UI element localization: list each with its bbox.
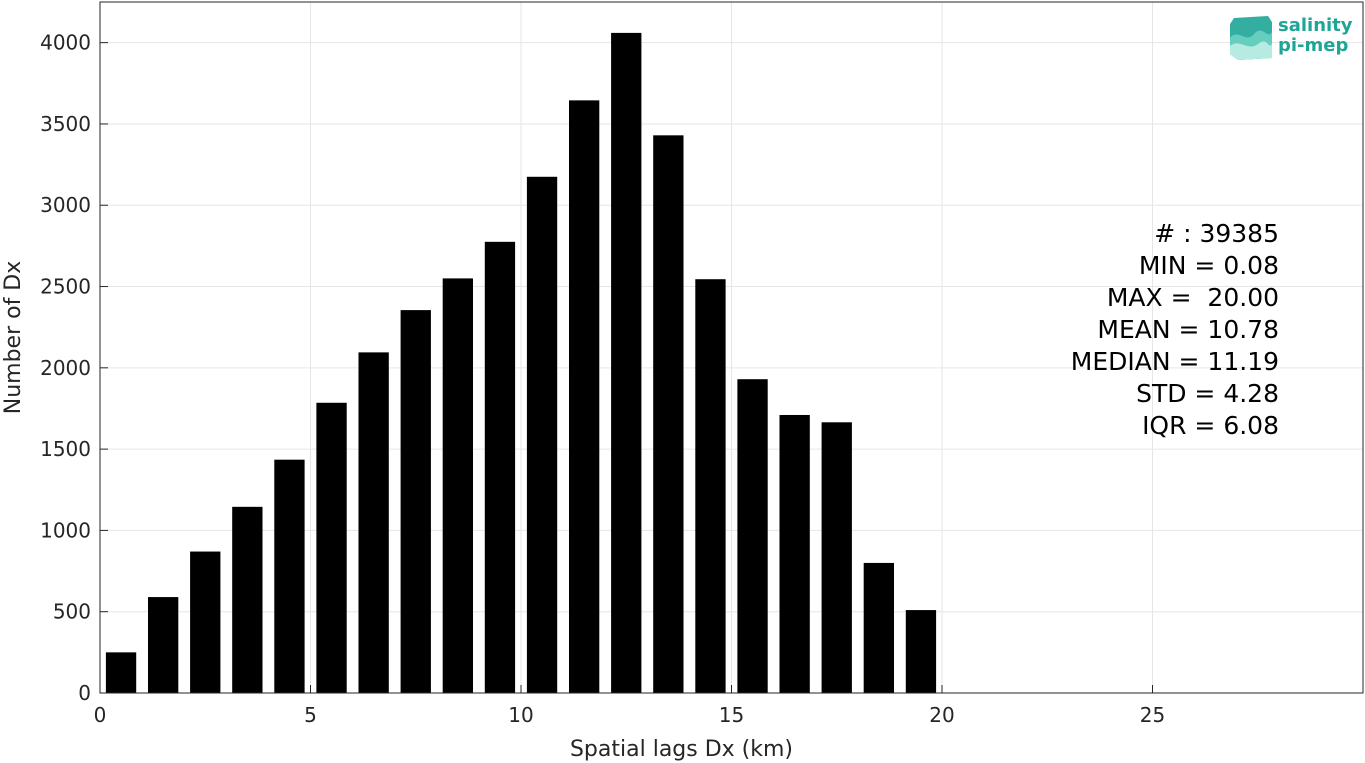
histogram-bar [274,459,305,693]
y-axis-title: Number of Dx [1,261,26,415]
histogram-bar [863,562,895,693]
histogram-bar [316,402,347,693]
x-tick-label: 20 [929,703,954,727]
stat-median: MEDIAN = 11.19 [1070,347,1279,376]
stat-count: # : 39385 [1154,219,1279,248]
x-tick-label: 10 [508,703,533,727]
salinity-pimep-logo: salinity pi-mep [1228,14,1356,64]
statistics-box: # : 39385 MIN = 0.08 MAX = 20.00 MEAN = 10.… [1071,218,1279,442]
stat-std: STD = 4.28 [1136,379,1279,408]
histogram-bar [695,279,726,693]
stat-min: MIN = 0.08 [1138,251,1279,280]
grid-lines [99,2,1363,694]
histogram-bar [737,379,768,693]
y-tick-label: 4000 [40,31,91,55]
stat-max: MAX = 20.00 [1106,283,1279,312]
y-tick-label: 0 [78,681,91,705]
wave-logo-icon [1230,16,1272,60]
y-tick-label: 2500 [40,275,91,299]
histogram-bar [232,506,263,693]
x-tick-label: 25 [1140,703,1165,727]
histogram-bar [484,241,516,694]
histogram-bar [568,100,600,693]
x-tick-label: 15 [719,703,744,727]
y-tick-label: 1500 [40,437,91,461]
histogram-bar [653,135,684,693]
logo-text-line2: pi-mep [1278,35,1349,56]
histogram-bar [147,597,179,693]
y-tick-label: 3500 [40,112,91,136]
y-tick-label: 1000 [40,518,91,542]
histogram-bar [779,414,810,693]
histogram-bar [400,310,431,693]
x-tick-label: 0 [94,703,107,727]
logo-text: salinity pi-mep [1278,16,1353,56]
histogram-bar [526,176,558,693]
x-tick-label: 5 [304,703,317,727]
y-tick-label: 2000 [40,356,91,380]
histogram-bar [358,352,389,693]
bars [105,32,937,694]
stat-iqr: IQR = 6.08 [1142,411,1279,440]
y-axis-ticks: 0 500 1000 1500 2000 2500 3000 3500 4000 [40,31,108,705]
logo-text-line1: salinity [1278,15,1353,36]
histogram-bar [190,551,221,693]
histogram-bar [905,610,937,693]
histogram-bar [105,652,137,693]
stat-mean: MEAN = 10.78 [1097,315,1279,344]
histogram-bar [442,278,474,693]
y-tick-label: 3000 [40,193,91,217]
y-tick-label: 500 [53,600,91,624]
histogram-bar [611,32,642,693]
histogram-bar [821,422,852,693]
x-axis-ticks: 0 5 10 15 20 25 [94,685,1165,727]
x-axis-title: Spatial lags Dx (km) [570,737,793,762]
